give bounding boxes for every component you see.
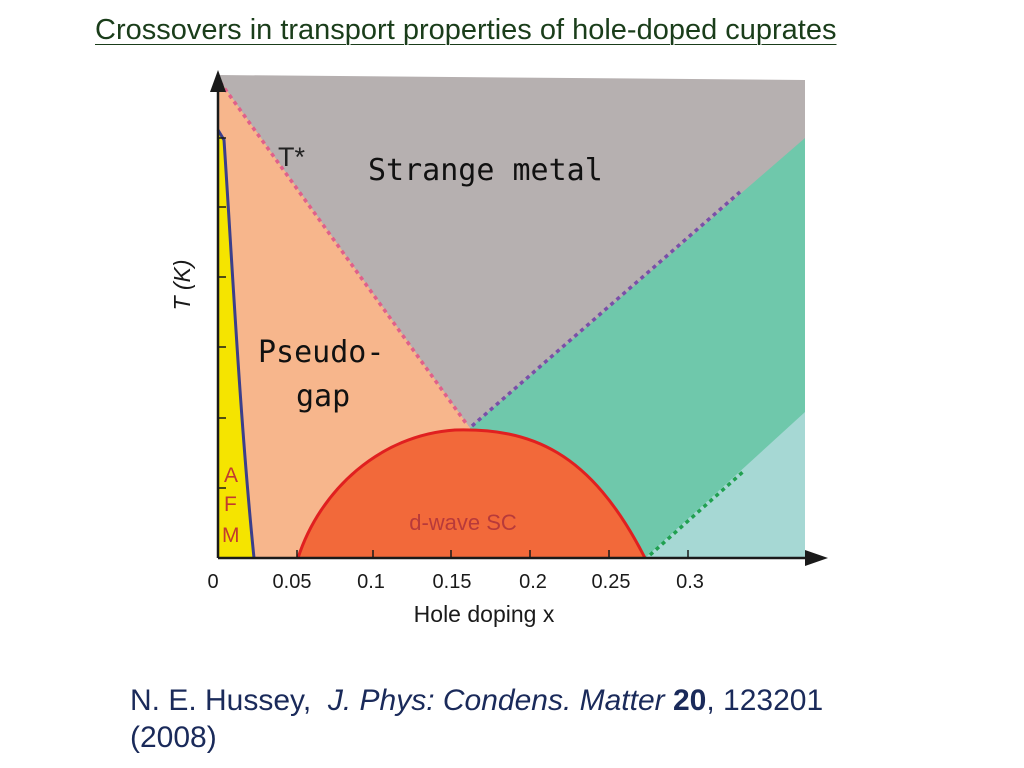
sc-label: d-wave SC <box>409 510 517 535</box>
afm-boundary-line <box>216 129 256 559</box>
citation: N. E. Hussey, J. Phys: Condens. Matter 2… <box>130 683 990 756</box>
x-tick-label: 0.1 <box>357 571 385 593</box>
afm-label-f: F <box>224 493 237 516</box>
citation-year: (2008) <box>130 720 217 754</box>
y-ticks <box>218 137 226 489</box>
y-axis-label: T (K) <box>169 259 195 310</box>
x-tick-label: 0.15 <box>433 571 472 593</box>
x-axis-label-text: Hole doping x <box>414 601 555 627</box>
citation-pages: , 123201 <box>706 684 824 717</box>
slide-title: Crossovers in transport properties of ho… <box>95 14 837 46</box>
tstar-label: T* <box>278 142 305 172</box>
citation-authors: N. E. Hussey, <box>130 684 312 717</box>
y-axis-arrow <box>210 70 226 92</box>
pseudogap-region <box>218 75 470 558</box>
sc-dome-region <box>298 429 645 558</box>
fermi-liquid-line <box>648 468 747 557</box>
sc-dome-line <box>296 428 647 559</box>
x-tick-label: 0.25 <box>592 571 631 593</box>
x-axis-arrow <box>805 550 828 566</box>
tstar-line <box>218 80 470 428</box>
citation-journal: J. Phys: Condens. Matter <box>327 684 665 717</box>
afm-label-m: M <box>222 524 240 547</box>
x-tick-label: 0 <box>207 571 218 593</box>
x-ticks <box>296 550 689 558</box>
x-tick-label: 0.05 <box>273 571 312 593</box>
pseudogap-label-line2: gap <box>296 379 350 414</box>
citation-volume: 20 <box>673 684 707 717</box>
x-tick-label: 0.2 <box>519 571 547 593</box>
x-axis-label: Hole doping x <box>414 601 555 627</box>
x-tick-label: 0.3 <box>676 571 704 593</box>
strange-metal-label: Strange metal <box>368 153 603 188</box>
pseudogap-label-line1: Pseudo- <box>258 335 384 370</box>
afm-label-a: A <box>224 464 238 487</box>
crossover-line <box>470 190 742 428</box>
